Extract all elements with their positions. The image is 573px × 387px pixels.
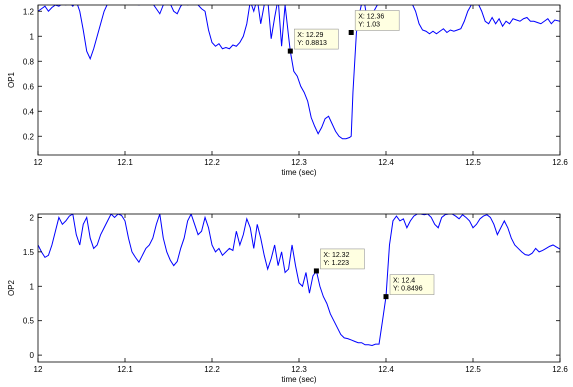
op1-series-line <box>38 5 560 140</box>
op1-axes: 12 12.1 12.2 12.3 12.4 12.5 12.6 0.2 0.4 0.6 0.8 1 1… <box>7 4 568 177</box>
op2-datatip-x: X: 12.4 <box>393 278 415 285</box>
op2-datatip-box <box>320 248 365 270</box>
op2-x-tick-label: 12.1 <box>117 365 133 374</box>
op1-y-tick-label: 0.4 <box>23 107 35 116</box>
op2-y-tick-label: 1 <box>30 282 35 291</box>
op2-y-tick-label: 0.5 <box>23 317 35 326</box>
op1-datatip-y: Y: 1.03 <box>358 22 380 29</box>
op2-datatip-box <box>389 274 435 295</box>
op2-datatip-marker <box>383 294 389 300</box>
op2-y-axis-label: OP2 <box>7 279 16 296</box>
op2-x-tick-label: 12.4 <box>378 365 394 374</box>
op1-y-tick-label: 0.6 <box>23 82 35 91</box>
op2-axes: 12 12.1 12.2 12.3 12.4 12.5 12.6 0 0.5 1 1.5 2 time … <box>7 213 568 384</box>
op2-series-line <box>38 214 560 346</box>
op2-datatip-x: X: 12.32 <box>323 252 349 259</box>
op1-y-tick-label: 0.2 <box>23 132 35 141</box>
op1-y-tick-label: 0.8 <box>23 57 35 66</box>
op2-datatip-y: Y: 1.223 <box>323 260 349 267</box>
op1-x-axis-label: time (sec) <box>281 168 316 177</box>
op1-datatip-marker <box>287 48 293 54</box>
op1-y-axis-label: OP1 <box>7 71 16 88</box>
op1-y-tick-label: 1 <box>30 32 35 41</box>
op2-y-tick-label: 2 <box>30 213 35 222</box>
op1-datatip-marker <box>348 30 354 35</box>
op2-y-tick-label: 0 <box>30 351 35 360</box>
op1-x-tick-label: 12.2 <box>204 158 220 167</box>
op2-x-tick-label: 12.5 <box>465 365 481 374</box>
op1-datatip-box <box>293 28 339 50</box>
op1-datatip-y: Y: 0.8813 <box>297 40 327 47</box>
op1-x-tick-label: 12.1 <box>117 158 133 167</box>
op2-x-tick-label: 12.3 <box>291 365 307 374</box>
op2-x-axis-label: time (sec) <box>281 375 316 384</box>
op2-plot-area <box>38 214 560 362</box>
op2-x-tick-label: 12.2 <box>204 365 220 374</box>
op2-datatip-y: Y: 0.8496 <box>393 286 423 293</box>
op2-x-tick-label: 12 <box>34 365 43 374</box>
op2-x-tick-label: 12.6 <box>552 365 568 374</box>
op2-y-tick-label: 1.5 <box>23 248 35 257</box>
op1-x-tick-label: 12.4 <box>378 158 394 167</box>
op1-x-tick-label: 12 <box>34 158 43 167</box>
op1-datatip-x: X: 12.36 <box>358 14 384 21</box>
op1-datatip-x: X: 12.29 <box>297 32 323 39</box>
op1-x-tick-label: 12.3 <box>291 158 307 167</box>
op1-x-tick-label: 12.5 <box>465 158 481 167</box>
op2-datatip-marker <box>313 268 319 274</box>
op1-x-tick-label: 12.6 <box>552 158 568 167</box>
op1-datatip-box <box>354 10 400 31</box>
op1-y-tick-label: 1.2 <box>23 7 35 16</box>
